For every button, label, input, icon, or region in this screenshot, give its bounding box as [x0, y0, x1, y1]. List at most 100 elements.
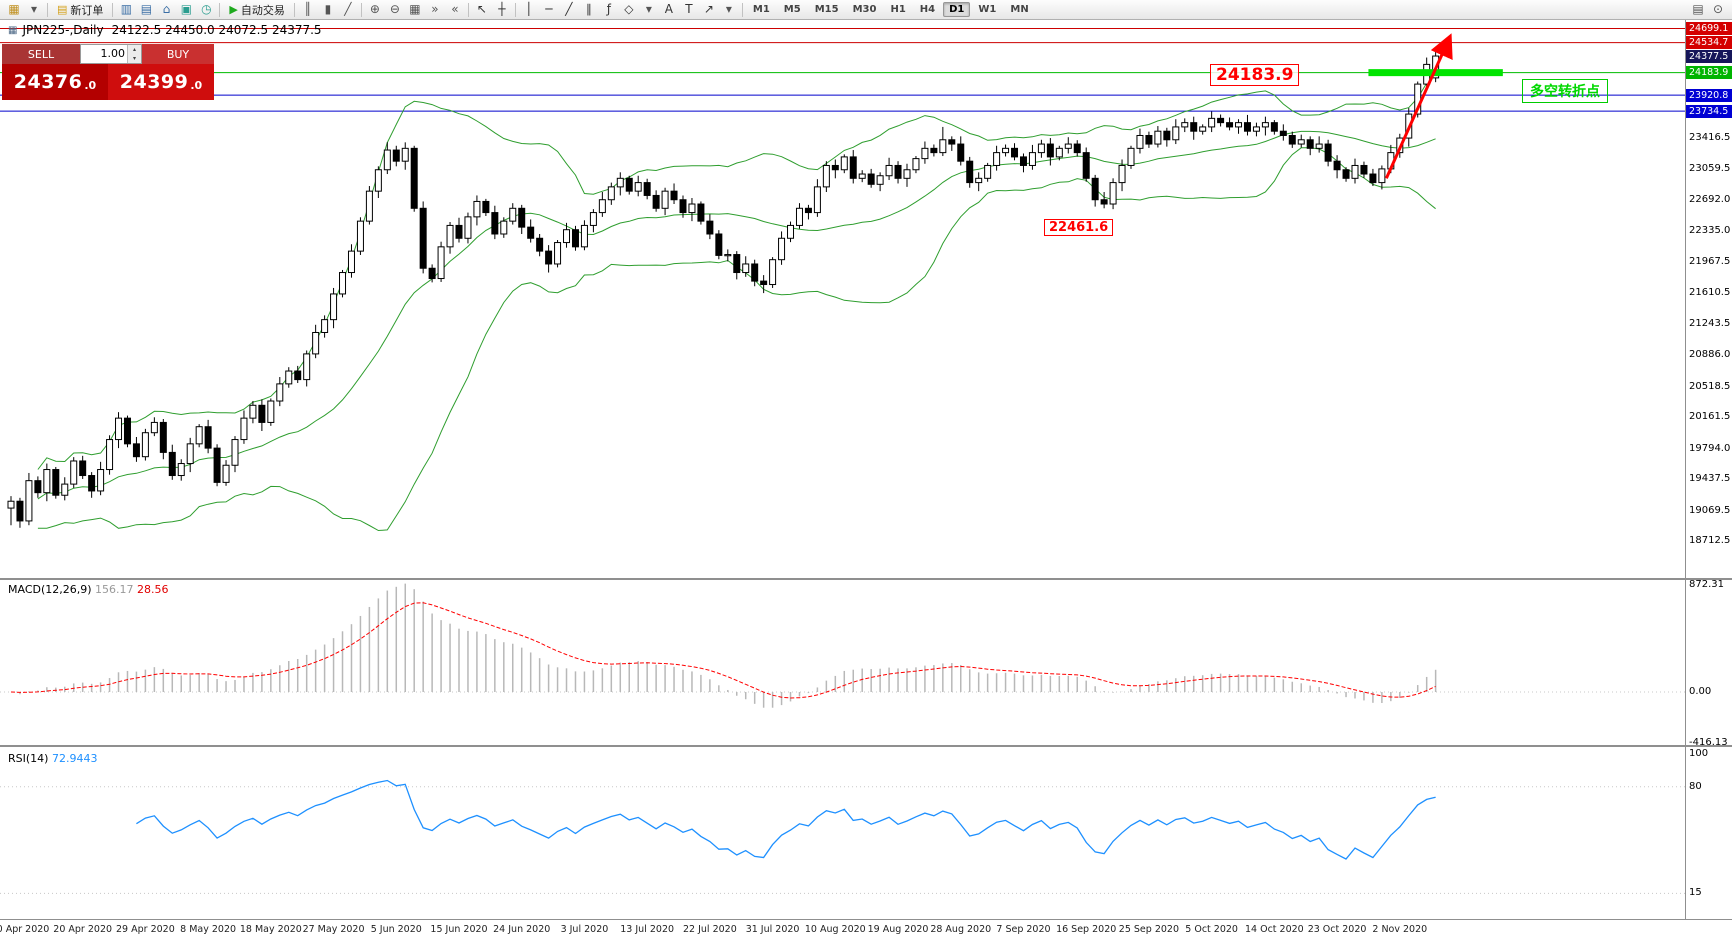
new-chart-icon[interactable]: ▦: [8, 2, 20, 16]
rsi-line: [136, 779, 1436, 860]
shapes-dropdown-icon[interactable]: ▾: [645, 2, 652, 16]
autotrading-button-icon: ▶: [229, 3, 238, 16]
macd-histogram: [19, 583, 1437, 708]
volume-down-icon[interactable]: ▾: [128, 54, 141, 63]
strategy-tester-icon[interactable]: ◷: [201, 2, 212, 16]
price-tick-label: 20518.5: [1689, 380, 1731, 392]
line-chart-icon[interactable]: ╱: [344, 2, 352, 16]
trend-arrow: [1384, 33, 1453, 179]
macd-scale-label: 872.31: [1689, 579, 1724, 590]
rsi-scale-label: 80: [1689, 780, 1702, 792]
vertical-line-icon[interactable]: │: [525, 2, 533, 16]
crosshair-icon[interactable]: ┼: [498, 2, 506, 16]
date-label: 15 Jun 2020: [430, 924, 488, 935]
macd-signal-line: [10, 602, 1436, 699]
buy-button[interactable]: BUY: [142, 44, 214, 64]
toolbar-separator: [514, 2, 516, 17]
channel-icon[interactable]: ∥: [585, 2, 592, 16]
date-label: 20 Apr 2020: [53, 924, 113, 935]
chart-title-ohlc: 24122.5 24450.0 24072.5 24377.5: [111, 23, 322, 37]
sell-button[interactable]: SELL: [2, 44, 80, 64]
horizontal-line-icon[interactable]: ─: [545, 2, 553, 16]
resistance-price-annotation[interactable]: 24183.9: [1210, 64, 1300, 86]
chart-title: ▦ JPN225-,Daily 24122.5 24450.0 24072.5 …: [8, 23, 322, 37]
panel-divider-rsi[interactable]: [0, 745, 1732, 747]
price-marker-label: 23734.5: [1686, 104, 1732, 118]
auto-scroll-icon[interactable]: »: [431, 2, 439, 16]
new-order-button[interactable]: ▤ 新订单: [51, 0, 109, 19]
date-label: 22 Jul 2020: [682, 924, 737, 935]
timeframe-m1-button[interactable]: M1: [752, 4, 770, 15]
turning-point-annotation[interactable]: 多空转折点: [1522, 79, 1608, 103]
date-label: 14 Oct 2020: [1244, 924, 1304, 935]
text-label-icon[interactable]: T: [685, 2, 693, 16]
chart-type-icon: ▦: [8, 24, 18, 36]
help-search-icon[interactable]: ⊙: [1712, 2, 1724, 16]
terminal-icon[interactable]: ▣: [180, 2, 193, 16]
price-marker-label: 23920.8: [1686, 88, 1732, 102]
sell-price-decimal: .0: [84, 78, 97, 92]
autotrading-button-label: 自动交易: [240, 3, 285, 17]
buy-price-button[interactable]: 24399 .0: [108, 64, 214, 100]
rsi-scale-label: 15: [1689, 887, 1702, 899]
date-axis-border: [0, 919, 1732, 920]
price-scale-border: [1685, 20, 1686, 919]
toolbar-separator: [741, 2, 743, 17]
volume-input[interactable]: 1.00 ▴ ▾: [80, 44, 142, 64]
fibonacci-icon[interactable]: ƒ: [606, 2, 611, 16]
timeframe-h1-button[interactable]: H1: [890, 4, 906, 15]
support-price-annotation[interactable]: 22461.6: [1044, 219, 1114, 236]
price-marker-label: 24183.9: [1686, 66, 1732, 80]
bar-chart-icon[interactable]: ║: [304, 2, 312, 16]
date-label: 13 Jul 2020: [620, 924, 675, 935]
volume-up-icon[interactable]: ▴: [128, 45, 141, 54]
text-icon[interactable]: A: [664, 2, 673, 16]
cursor-icon[interactable]: ↖: [476, 2, 487, 16]
one-click-trading-panel: SELL 1.00 ▴ ▾ BUY 24376 .0 24399 .0: [2, 44, 214, 100]
price-tick-label: 21610.5: [1689, 287, 1731, 299]
new-order-button-icon: ▤: [57, 3, 68, 16]
timeframe-m5-button[interactable]: M5: [783, 4, 801, 15]
timeframe-mn-button[interactable]: MN: [1010, 4, 1029, 15]
zoom-in-icon[interactable]: ⊕: [369, 2, 380, 16]
timeframe-w1-button[interactable]: W1: [978, 4, 997, 15]
toolbar-separator: [467, 2, 469, 17]
volume-stepper[interactable]: ▴ ▾: [127, 45, 141, 63]
price-tick-label: 22335.0: [1689, 224, 1731, 236]
buy-price-value: 24399: [119, 71, 189, 93]
chart-dropdown-icon[interactable]: ▾: [30, 2, 38, 16]
price-marker-label: 24699.1: [1686, 22, 1732, 35]
price-scale[interactable]: 23416.5 23059.5 22692.0 22335.0 21967.5 21610…: [1686, 0, 1732, 944]
tile-windows-icon[interactable]: ▦: [409, 2, 421, 16]
price-tick-label: 19794.0: [1689, 442, 1731, 454]
date-label: 29 Apr 2020: [116, 924, 175, 935]
arrows-dropdown-icon[interactable]: ▾: [725, 2, 732, 16]
chart-shift-icon[interactable]: «: [451, 2, 459, 16]
price-marker-label: 24377.5: [1686, 49, 1732, 63]
timeframe-d1-button[interactable]: D1: [943, 2, 971, 17]
date-label: 5 Jun 2020: [370, 924, 422, 935]
market-watch-icon[interactable]: ▥: [120, 2, 133, 16]
volume-value[interactable]: 1.00: [100, 47, 126, 60]
navigator-icon[interactable]: ⌂: [162, 2, 171, 16]
timeframe-m30-button[interactable]: M30: [852, 4, 877, 15]
date-label: 18 May 2020: [239, 924, 302, 935]
timeframe-m15-button[interactable]: M15: [814, 4, 839, 15]
new-window-icon[interactable]: ▤: [1692, 2, 1704, 16]
date-label: 24 Jun 2020: [493, 924, 551, 935]
highlight-zone: [1368, 69, 1503, 77]
price-tick-label: 20886.0: [1689, 349, 1731, 361]
sell-price-button[interactable]: 24376 .0: [2, 64, 108, 100]
price-level-lines: [0, 28, 1685, 112]
arrow-tool-icon[interactable]: ↗: [703, 2, 714, 16]
panel-divider-macd[interactable]: [0, 578, 1732, 580]
shapes-icon[interactable]: ◇: [624, 2, 634, 16]
timeframe-h4-button[interactable]: H4: [919, 4, 936, 15]
trendline-icon[interactable]: ╱: [565, 2, 573, 16]
zoom-out-icon[interactable]: ⊖: [389, 2, 400, 16]
data-window-icon[interactable]: ▤: [140, 2, 153, 16]
candlestick-chart-icon[interactable]: ▮: [324, 2, 332, 16]
autotrading-button[interactable]: ▶ 自动交易: [223, 0, 290, 19]
